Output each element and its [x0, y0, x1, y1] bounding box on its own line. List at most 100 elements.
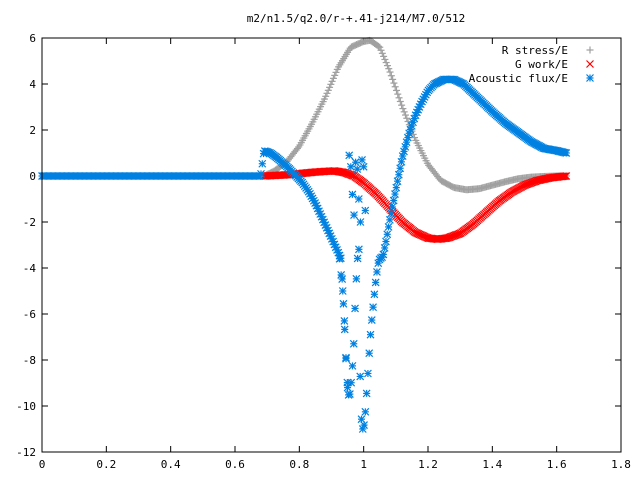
data-point [562, 149, 571, 157]
data-point [353, 165, 362, 174]
data-point [360, 421, 368, 429]
data-point [387, 72, 395, 80]
data-point [378, 49, 386, 57]
data-point [351, 158, 360, 167]
x-tick-label: 0.4 [161, 458, 181, 471]
series-2 [38, 75, 571, 433]
y-tick-label: 0 [29, 170, 36, 183]
data-point [559, 172, 568, 181]
data-point [327, 80, 335, 88]
data-point [374, 42, 382, 50]
data-point [383, 62, 391, 70]
data-point [394, 170, 403, 179]
data-point [361, 206, 370, 215]
series-0 [260, 36, 570, 194]
data-point [586, 74, 594, 82]
data-point [399, 105, 407, 113]
data-point [357, 415, 366, 424]
data-point [396, 97, 404, 105]
data-point [400, 108, 408, 116]
y-tick-label: 2 [29, 124, 36, 137]
data-point [400, 147, 408, 156]
data-point [361, 407, 370, 416]
data-point [335, 254, 344, 263]
x-tick-label: 1.8 [611, 458, 631, 471]
data-point [396, 164, 405, 173]
data-point [384, 223, 393, 231]
data-point [392, 86, 400, 94]
data-point [403, 114, 411, 122]
data-point [338, 275, 347, 283]
data-point [354, 195, 363, 203]
data-point [345, 390, 354, 399]
x-tick-label: 0.8 [289, 458, 309, 471]
chart-title: m2/n1.5/q2.0/r-+.41-j214/M7.0/512 [247, 12, 466, 25]
data-point [385, 65, 393, 73]
data-point [326, 83, 334, 91]
data-point [324, 86, 332, 94]
data-point [345, 151, 354, 160]
data-point [393, 177, 402, 186]
data-point [390, 79, 398, 87]
data-point [337, 270, 346, 279]
data-point [586, 46, 594, 54]
legend-label: G work/E [515, 58, 568, 71]
data-point [332, 68, 340, 76]
data-point [366, 330, 375, 339]
y-tick-label: -4 [23, 262, 37, 275]
x-tick-label: 1.2 [418, 458, 438, 471]
data-point [351, 304, 359, 313]
data-point [364, 369, 372, 378]
data-point [395, 94, 403, 102]
data-point [369, 303, 378, 312]
data-point [258, 159, 267, 168]
x-tick-label: 1 [360, 458, 367, 471]
data-point [373, 268, 381, 276]
data-point [385, 215, 394, 224]
data-point [353, 254, 362, 263]
data-point [389, 196, 398, 205]
data-point [402, 138, 411, 147]
data-point [562, 172, 571, 180]
y-tick-label: -12 [16, 446, 36, 459]
data-point [403, 133, 412, 142]
data-point [352, 274, 361, 283]
data-point [354, 245, 363, 254]
data-point [348, 361, 357, 370]
data-point [404, 117, 412, 125]
data-point [377, 46, 385, 54]
plot-frame [41, 37, 622, 453]
x-tick-label: 0.6 [225, 458, 245, 471]
data-point [347, 378, 356, 387]
data-point [401, 142, 410, 151]
data-point [586, 60, 594, 68]
data-point [367, 316, 376, 324]
data-point [328, 77, 336, 85]
data-point [349, 339, 358, 348]
legend-label: R stress/E [502, 44, 568, 57]
data-point [391, 83, 399, 91]
data-point [362, 389, 371, 398]
legend-label: Acoustic flux/E [469, 72, 568, 85]
y-tick-label: 6 [29, 32, 36, 45]
data-point [387, 209, 396, 218]
series-3 [335, 151, 370, 392]
data-point [380, 52, 388, 60]
data-point [370, 290, 379, 299]
data-point [382, 59, 390, 67]
data-point [339, 299, 348, 308]
data-point [327, 234, 336, 243]
data-point [371, 278, 380, 287]
data-point [342, 353, 350, 362]
data-point [322, 92, 330, 100]
data-point [343, 383, 352, 392]
data-point [340, 316, 349, 325]
data-point [389, 75, 397, 83]
data-point [379, 250, 388, 259]
data-point [380, 244, 389, 252]
data-point [394, 90, 402, 98]
data-point [382, 237, 390, 246]
y-tick-label: -8 [23, 354, 36, 367]
data-point [359, 162, 368, 171]
